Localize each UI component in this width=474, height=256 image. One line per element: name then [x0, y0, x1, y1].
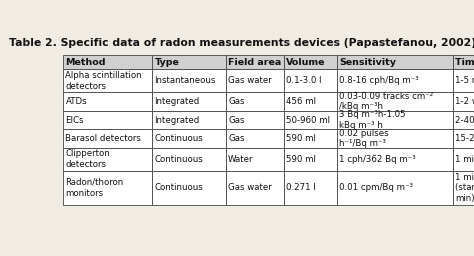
- Bar: [453, 111, 474, 129]
- Text: Gas water: Gas water: [228, 76, 272, 85]
- Text: 0.03-0.09 tracks cm⁻²
/kBq m⁻³h: 0.03-0.09 tracks cm⁻² /kBq m⁻³h: [339, 92, 433, 111]
- Bar: [152, 171, 226, 205]
- Bar: [453, 129, 474, 148]
- Text: 590 ml: 590 ml: [286, 155, 316, 164]
- Text: 1-2 weeks: 1-2 weeks: [455, 97, 474, 106]
- Text: Gas: Gas: [228, 97, 245, 106]
- Text: Time period: Time period: [455, 58, 474, 67]
- Bar: [152, 148, 226, 171]
- Bar: [152, 111, 226, 129]
- Text: Continuous: Continuous: [155, 155, 203, 164]
- Bar: [63, 111, 152, 129]
- Bar: [337, 171, 453, 205]
- Bar: [453, 92, 474, 111]
- Text: 15-240 min: 15-240 min: [455, 134, 474, 143]
- Text: 1-5 min: 1-5 min: [455, 76, 474, 85]
- Bar: [337, 111, 453, 129]
- Text: 3 Bq m⁻³h-1.05
kBq m⁻³ h: 3 Bq m⁻³h-1.05 kBq m⁻³ h: [339, 110, 406, 130]
- Bar: [284, 69, 337, 92]
- Text: Gas water: Gas water: [228, 183, 272, 192]
- Text: ATDs: ATDs: [65, 97, 87, 106]
- Text: 0.8-16 cph/Bq m⁻³: 0.8-16 cph/Bq m⁻³: [339, 76, 419, 85]
- Bar: [226, 111, 284, 129]
- Text: Alpha scintillation
detectors: Alpha scintillation detectors: [65, 71, 142, 91]
- Text: 2-40 days: 2-40 days: [455, 115, 474, 124]
- Text: Radon/thoron
monitors: Radon/thoron monitors: [65, 178, 124, 198]
- Text: 456 ml: 456 ml: [286, 97, 316, 106]
- Bar: [453, 55, 474, 69]
- Bar: [226, 69, 284, 92]
- Bar: [284, 111, 337, 129]
- Text: Method: Method: [65, 58, 106, 67]
- Text: Integrated: Integrated: [155, 97, 200, 106]
- Bar: [337, 148, 453, 171]
- Bar: [226, 148, 284, 171]
- Bar: [337, 129, 453, 148]
- Bar: [284, 148, 337, 171]
- Bar: [226, 129, 284, 148]
- Bar: [337, 92, 453, 111]
- Bar: [152, 129, 226, 148]
- Text: Gas: Gas: [228, 134, 245, 143]
- Bar: [63, 171, 152, 205]
- Bar: [284, 171, 337, 205]
- Bar: [337, 69, 453, 92]
- Text: 0.1-3.0 l: 0.1-3.0 l: [286, 76, 322, 85]
- Text: Water: Water: [228, 155, 254, 164]
- Bar: [284, 55, 337, 69]
- Text: EICs: EICs: [65, 115, 84, 124]
- Bar: [63, 129, 152, 148]
- Bar: [226, 55, 284, 69]
- Text: Table 2. Specific data of radon measurements devices (Papastefanou, 2002): Table 2. Specific data of radon measurem…: [9, 38, 474, 48]
- Text: Volume: Volume: [286, 58, 326, 67]
- Bar: [63, 69, 152, 92]
- Bar: [226, 171, 284, 205]
- Text: 0.271 l: 0.271 l: [286, 183, 316, 192]
- Text: Integrated: Integrated: [155, 115, 200, 124]
- Bar: [284, 92, 337, 111]
- Text: Continuous: Continuous: [155, 134, 203, 143]
- Bar: [284, 129, 337, 148]
- Bar: [152, 92, 226, 111]
- Bar: [453, 69, 474, 92]
- Text: Gas: Gas: [228, 115, 245, 124]
- Text: 0.02 pulses
h⁻¹/Bq m⁻³: 0.02 pulses h⁻¹/Bq m⁻³: [339, 129, 389, 148]
- Text: Type: Type: [155, 58, 180, 67]
- Text: Instantaneous: Instantaneous: [155, 76, 216, 85]
- Bar: [152, 69, 226, 92]
- Text: 50-960 ml: 50-960 ml: [286, 115, 330, 124]
- Text: Clipperton
detectors: Clipperton detectors: [65, 150, 110, 169]
- Text: 0.01 cpm/Bq m⁻³: 0.01 cpm/Bq m⁻³: [339, 183, 413, 192]
- Bar: [63, 55, 152, 69]
- Bar: [63, 92, 152, 111]
- Text: Field area: Field area: [228, 58, 282, 67]
- Bar: [63, 148, 152, 171]
- Text: Sensitivity: Sensitivity: [339, 58, 396, 67]
- Text: Continuous: Continuous: [155, 183, 203, 192]
- Text: 1 min-24 h
(standard 6
min): 1 min-24 h (standard 6 min): [455, 173, 474, 203]
- Bar: [152, 55, 226, 69]
- Text: 590 ml: 590 ml: [286, 134, 316, 143]
- Text: Barasol detectors: Barasol detectors: [65, 134, 141, 143]
- Bar: [453, 171, 474, 205]
- Bar: [337, 55, 453, 69]
- Bar: [453, 148, 474, 171]
- Text: 1 min-48 h: 1 min-48 h: [455, 155, 474, 164]
- Bar: [226, 92, 284, 111]
- Text: 1 cph/362 Bq m⁻³: 1 cph/362 Bq m⁻³: [339, 155, 416, 164]
